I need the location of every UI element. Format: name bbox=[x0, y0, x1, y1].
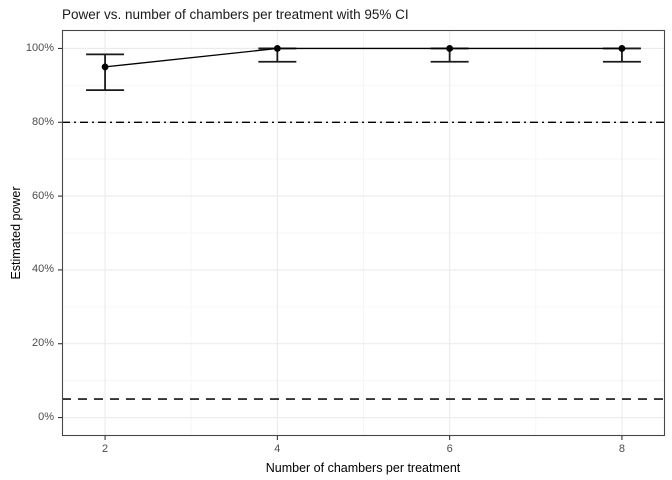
data-point bbox=[618, 45, 626, 52]
x-tick-label: 6 bbox=[446, 443, 453, 455]
chart-title: Power vs. number of chambers per treatme… bbox=[62, 7, 409, 22]
y-tick-label: 60% bbox=[31, 189, 54, 202]
y-tick-label: 0% bbox=[38, 411, 54, 424]
x-tick-label: 8 bbox=[618, 443, 625, 455]
x-axis-title: Number of chambers per treatment bbox=[265, 461, 461, 475]
x-tick-label: 4 bbox=[274, 443, 281, 455]
series-line bbox=[105, 47, 622, 68]
data-point bbox=[273, 45, 281, 52]
panel-border bbox=[61, 29, 666, 437]
y-tick-label: 20% bbox=[31, 337, 54, 350]
y-tick-label: 80% bbox=[31, 115, 54, 128]
x-tick-label: 2 bbox=[102, 443, 109, 455]
y-tick-label: 40% bbox=[31, 263, 54, 276]
data-point bbox=[101, 63, 109, 71]
data-point bbox=[446, 45, 454, 52]
y-tick-label: 100% bbox=[25, 41, 54, 54]
